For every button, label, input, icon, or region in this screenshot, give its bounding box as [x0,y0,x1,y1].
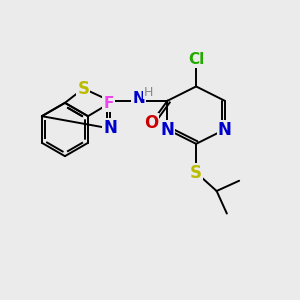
Text: H: H [143,86,153,99]
Text: N: N [103,119,117,137]
Text: N: N [160,121,174,139]
Text: N: N [132,91,145,106]
Text: Cl: Cl [188,52,204,67]
Text: S: S [77,80,89,98]
Text: O: O [144,114,158,132]
Text: N: N [218,121,232,139]
Text: F: F [103,96,114,111]
Text: S: S [190,164,202,181]
